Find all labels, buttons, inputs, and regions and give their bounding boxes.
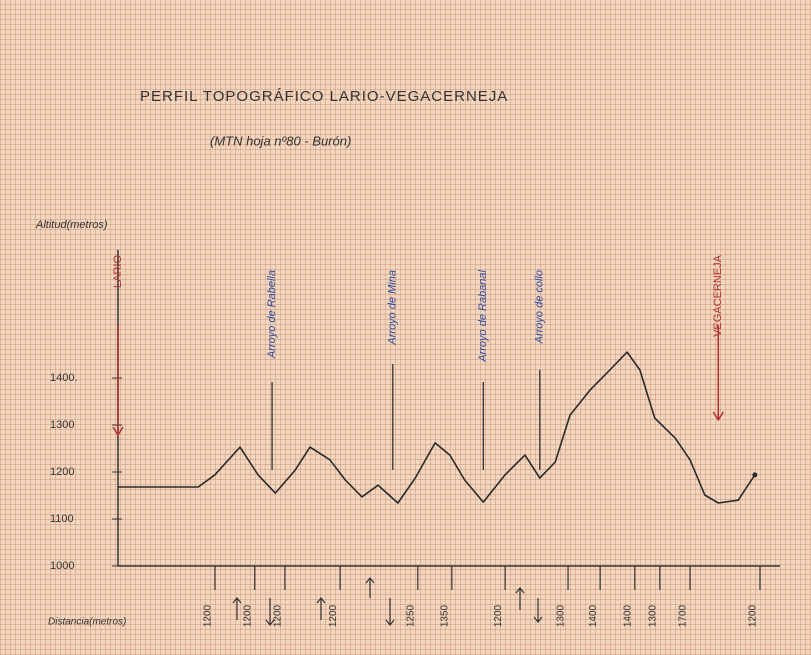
annotation: Arroyo de Rabanal [477, 269, 489, 362]
x-tick-label: 1200 [242, 604, 253, 627]
x-tick-label: 1250 [405, 604, 416, 627]
y-tick-label: 1000 [50, 560, 74, 572]
x-tick-label: 1700 [678, 604, 689, 627]
annotation: LARIO [112, 255, 124, 288]
x-tick-label: 1300 [647, 604, 658, 627]
x-tick-label: 1300 [556, 604, 567, 627]
y-tick-label: 1300 [50, 419, 74, 431]
x-tick-label: 1200 [273, 604, 284, 627]
y-axis-label: Altitud(metros) [35, 219, 108, 231]
annotation-arrow [712, 325, 724, 422]
x-tick-label: 1200 [748, 604, 759, 627]
end-point [752, 472, 758, 478]
x-tick-label: 1400 [588, 604, 599, 627]
y-tick-label: 1400. [50, 372, 78, 384]
x-axis-label: Distancia(metros) [48, 617, 126, 628]
arrows [232, 577, 543, 626]
annotation: Arroyo de collo [534, 270, 546, 344]
y-tick-label: 1200 [50, 466, 74, 478]
x-tick-label: 1200 [493, 604, 504, 627]
x-tick-label: 1400 [622, 604, 633, 627]
chart-title: PERFIL TOPOGRÁFICO LARIO-VEGACERNEJA [140, 88, 508, 105]
annotation-arrow [112, 325, 124, 437]
profile-line [118, 351, 756, 504]
annotation: VEGACERNEJA [712, 254, 724, 337]
chart-subtitle: (MTN hoja nº80 - Burón) [210, 133, 351, 148]
annotation: Arroyo de Mina [387, 270, 399, 346]
x-tick-label: 1200 [203, 604, 214, 627]
y-tick-label: 1100 [50, 513, 74, 525]
annotation: Arroyo de Rabella [266, 270, 278, 359]
x-tick-label: 1350 [439, 604, 450, 627]
x-tick-label: 1200 [328, 604, 339, 627]
